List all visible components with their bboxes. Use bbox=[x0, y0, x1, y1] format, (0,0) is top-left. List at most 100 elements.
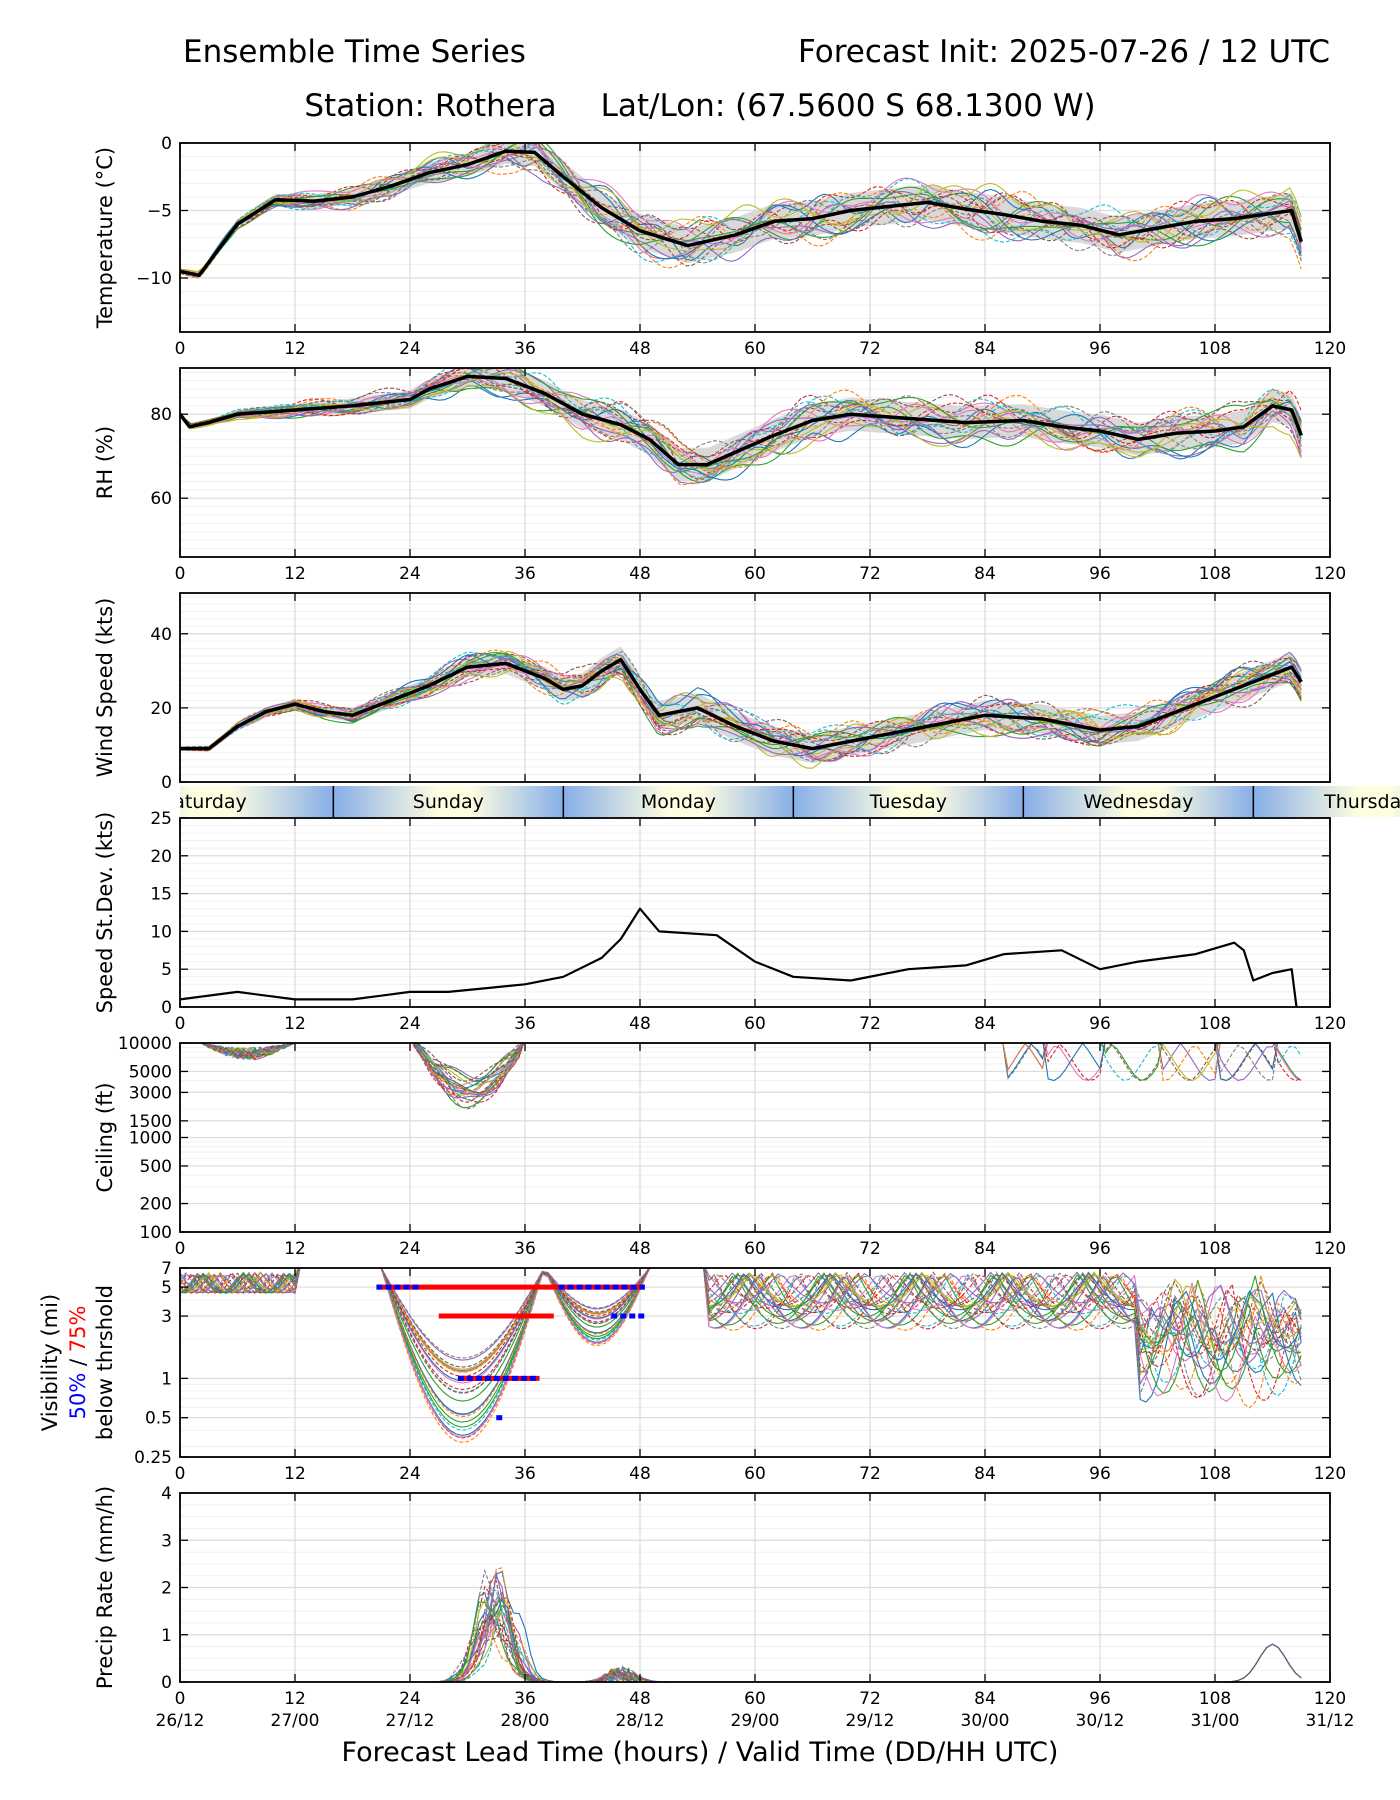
x-valid-time-label: 29/12 bbox=[846, 1711, 895, 1731]
ensemble-member-line bbox=[180, 1567, 1302, 1682]
y-axis-title: Speed St.Dev. (kts) bbox=[93, 812, 117, 1014]
x-tick-label: 84 bbox=[974, 1239, 996, 1259]
chart-title: Ensemble Time Series bbox=[183, 34, 526, 70]
x-tick-label: 96 bbox=[1089, 1239, 1111, 1259]
ensemble-member-line bbox=[180, 368, 1302, 486]
y-tick-label: 0 bbox=[161, 773, 172, 793]
day-label: Sunday bbox=[413, 791, 484, 813]
ensemble-member-line bbox=[180, 368, 1302, 474]
y-tick-label: 0.25 bbox=[134, 1448, 172, 1468]
x-tick-label: 24 bbox=[399, 1689, 421, 1709]
x-tick-label: 108 bbox=[1199, 1014, 1231, 1034]
y-tick-label: 7 bbox=[161, 1259, 172, 1279]
ensemble-member-line bbox=[180, 1268, 1302, 1402]
ensemble-member-line bbox=[180, 1268, 1302, 1415]
grid-relative-humidity bbox=[179, 368, 1331, 558]
x-tick-label: 72 bbox=[859, 1239, 881, 1259]
panel-relative-humidity: 80 60 0 12 24 36 48 60 72 84 96 108 120 RH (%) bbox=[93, 367, 1346, 584]
x-tick-label: 108 bbox=[1199, 1239, 1231, 1259]
x-tick-label: 84 bbox=[974, 1464, 996, 1484]
x-tick-label: 12 bbox=[284, 1239, 306, 1259]
ensemble-member-line bbox=[180, 1616, 1302, 1682]
x-tick-label: 36 bbox=[514, 1689, 536, 1709]
x-tick-label: 120 bbox=[1314, 1239, 1346, 1259]
x-valid-time-label: 30/12 bbox=[1076, 1711, 1125, 1731]
ensemble-member-line bbox=[180, 372, 1302, 472]
ensemble-members-ceiling bbox=[200, 1043, 1302, 1110]
x-tick-label: 84 bbox=[974, 1014, 996, 1034]
ensemble-member-line bbox=[180, 1571, 1302, 1682]
y-axis-title: Ceiling (ft) bbox=[93, 1082, 117, 1192]
ensemble-member-line bbox=[180, 1268, 1302, 1438]
x-valid-time-label: 31/12 bbox=[1306, 1711, 1355, 1731]
ensemble-member-line bbox=[180, 1591, 1302, 1682]
x-tick-label: 48 bbox=[629, 1239, 651, 1259]
y-tick-label: 500 bbox=[140, 1157, 172, 1177]
y-axis-wind-speed: 0 20 40 bbox=[150, 625, 1330, 793]
x-tick-label: 0 bbox=[175, 1239, 186, 1259]
x-tick-label: 12 bbox=[284, 1014, 306, 1034]
y-axis-title-line3: below thrshold bbox=[93, 1285, 117, 1440]
x-tick-label: 12 bbox=[284, 1689, 306, 1709]
x-valid-time-label: 30/00 bbox=[961, 1711, 1010, 1731]
ensemble-member-line bbox=[180, 664, 1302, 759]
x-axis-wind-speed bbox=[179, 593, 1331, 782]
ensemble-mean-line bbox=[180, 374, 1303, 467]
ensemble-member-line bbox=[200, 1043, 1163, 1094]
x-axis-relative-humidity: 0 12 24 36 48 60 72 84 96 108 120 bbox=[175, 368, 1346, 584]
y-tick-label: 0 bbox=[161, 134, 172, 154]
x-tick-label: 24 bbox=[399, 1014, 421, 1034]
ensemble-member-line bbox=[180, 653, 1302, 756]
y-tick-label: 1 bbox=[161, 1369, 172, 1389]
x-tick-label: 72 bbox=[859, 564, 881, 584]
ensemble-member-line bbox=[180, 151, 1302, 278]
x-tick-label: 48 bbox=[629, 1014, 651, 1034]
x-tick-label: 96 bbox=[1089, 1689, 1111, 1709]
y-axis-relative-humidity: 80 60 bbox=[150, 405, 1330, 509]
y-axis-title: Precip Rate (mm/h) bbox=[93, 1486, 117, 1689]
day-label: Tuesday bbox=[869, 791, 947, 813]
ensemble-member-line bbox=[180, 667, 1302, 757]
x-axis-speed-stdev: 0 12 24 36 48 60 72 84 96 108 120 bbox=[175, 818, 1346, 1034]
ensemble-member-line bbox=[180, 143, 1302, 276]
y-tick-label: 1500 bbox=[129, 1112, 172, 1132]
x-valid-time-label: 29/00 bbox=[731, 1711, 780, 1731]
ensemble-member-line bbox=[180, 1615, 1302, 1682]
ensemble-member-line bbox=[180, 657, 1302, 762]
panel-temperature: 0 −5 −10 0 12 24 36 48 60 72 84 96 108 120 Temperature… bbox=[93, 134, 1346, 359]
y-tick-label: 3 bbox=[161, 1531, 172, 1551]
y-tick-label: 20 bbox=[150, 699, 172, 719]
station-subtitle: Station: Rothera Lat/Lon: (67.5600 S 68.1… bbox=[0, 88, 1400, 124]
y-axis-title: Wind Speed (kts) bbox=[93, 598, 117, 778]
ensemble-member-line bbox=[180, 1268, 1302, 1361]
y-tick-label: 15 bbox=[150, 885, 172, 905]
ensemble-member-line bbox=[180, 1268, 1302, 1359]
y-tick-label: 80 bbox=[150, 405, 172, 425]
x-valid-time-label: 27/12 bbox=[386, 1711, 435, 1731]
x-tick-label: 12 bbox=[284, 339, 306, 359]
day-segment bbox=[793, 786, 1024, 817]
x-tick-label: 120 bbox=[1314, 1464, 1346, 1484]
y-tick-label: 3000 bbox=[129, 1083, 172, 1103]
x-tick-label: 60 bbox=[744, 1464, 766, 1484]
ensemble-members-temperature bbox=[180, 143, 1303, 279]
ensemble-member-line bbox=[180, 1606, 1302, 1682]
day-segment bbox=[180, 786, 334, 817]
ensemble-members-wind-speed bbox=[180, 646, 1303, 769]
x-axis-visibility: 0 12 24 36 48 60 72 84 96 108 120 bbox=[175, 1268, 1346, 1484]
spread-band bbox=[180, 368, 1302, 481]
ensemble-member-line bbox=[180, 1268, 1302, 1377]
ensemble-members-precip-rate bbox=[180, 1567, 1302, 1682]
y-tick-label: 4 bbox=[161, 1484, 172, 1504]
ensemble-member-line bbox=[180, 368, 1302, 480]
ensemble-member-line bbox=[180, 144, 1302, 277]
panel-precip-rate: 01234026/121227/002427/123628/004828/126… bbox=[93, 1484, 1355, 1731]
ensemble-member-line bbox=[180, 1618, 1302, 1682]
y-tick-label: 60 bbox=[150, 489, 172, 509]
y-tick-label: 25 bbox=[150, 809, 172, 829]
y-tick-label: −5 bbox=[147, 202, 172, 222]
y-axis-temperature: 0 −5 −10 bbox=[136, 134, 1330, 289]
ensemble-member-line bbox=[180, 1268, 1302, 1416]
ensemble-member-line bbox=[180, 1598, 1302, 1682]
